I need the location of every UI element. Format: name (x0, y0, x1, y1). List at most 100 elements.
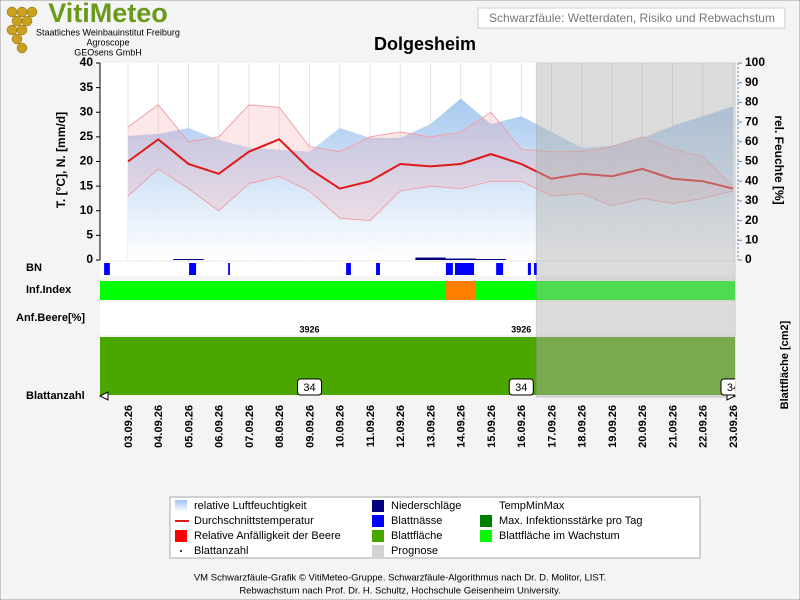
prognose-overlay (535, 62, 736, 398)
blattanzahl-box (508, 378, 534, 396)
blattanzahl-label: 34 (515, 382, 527, 394)
x-tick-label: 10.09.26 (335, 405, 347, 448)
bn-block (346, 263, 351, 275)
y2-tick-label: 0 (745, 252, 752, 266)
inf-index-cell (143, 281, 174, 300)
inf-index-cell (475, 281, 507, 300)
legend-swatch (372, 515, 384, 527)
y-tick-label: 0 (86, 252, 93, 266)
inf-index-cell (264, 281, 295, 300)
inf-index-cell (100, 281, 114, 300)
legend-label: relative Luftfeuchtigkeit (194, 500, 307, 512)
legend-label: Blattfläche (391, 530, 442, 542)
legend-swatch (480, 530, 492, 542)
inf-index-cell (203, 281, 235, 300)
bn-row (100, 262, 735, 276)
x-tick-label: 20.09.26 (637, 405, 649, 448)
y2-tick-label: 60 (745, 134, 759, 148)
anf-beere-label: 3926 (511, 324, 531, 334)
blattanzahl-box (720, 378, 735, 396)
blattflaeche-area (100, 337, 735, 395)
legend (169, 496, 701, 559)
x-tick-label: 21.09.26 (667, 405, 679, 448)
legend-swatch (372, 500, 384, 512)
x-tick-label: 12.09.26 (395, 405, 407, 448)
x-tick-label: 19.09.26 (607, 405, 619, 448)
y2-tick-label: 40 (745, 173, 759, 187)
y-tick-label: 35 (80, 80, 94, 94)
inf-index-cell (596, 281, 628, 300)
y-tick-label: 10 (80, 203, 94, 217)
bn-block (455, 263, 475, 275)
bn-block (527, 263, 531, 275)
chart-title: Dolgesheim (374, 34, 476, 54)
blattanzahl-group: 34 34 34 (297, 378, 739, 396)
inf-index-cell (415, 281, 447, 300)
tab-box (477, 7, 786, 29)
legend-swatch (372, 530, 384, 542)
y-tick-label: 30 (80, 104, 94, 118)
inf-index-cell (687, 281, 719, 300)
temp-max-line (127, 104, 734, 187)
bn-block (376, 263, 380, 275)
y2-tick-label: 30 (745, 193, 759, 207)
precip-bar (445, 258, 476, 260)
inf-index-cell (294, 281, 326, 300)
y-axis-title: T. [°C], N. [mm/d] (54, 112, 68, 208)
inf-index-cell (233, 281, 265, 300)
bn-block (189, 263, 197, 275)
org-line: GEOsens GmbH (74, 47, 142, 57)
x-tick-label: 06.09.26 (214, 405, 226, 448)
anf-beere-label: 3926 (299, 324, 319, 334)
y2-tick-label: 70 (745, 114, 759, 128)
blattanzahl-label: 34 (727, 382, 739, 394)
temp-min-line (127, 168, 734, 222)
y2-tick-label: 20 (745, 213, 759, 227)
temp-line (127, 138, 734, 190)
plot: 3926 3926 (100, 63, 735, 395)
arrow-left (98, 391, 109, 401)
bn-block (104, 263, 110, 275)
x-tick-label: 14.09.26 (456, 405, 468, 448)
x-tick-label: 05.09.26 (183, 405, 195, 448)
inf-index-cell (506, 281, 537, 300)
y2-tick-label: 90 (745, 75, 759, 89)
legend-label: Durchschnittstemperatur (194, 515, 314, 527)
bn-block (496, 263, 504, 275)
legend-label: Max. Infektionsstärke pro Tag (499, 515, 642, 527)
x-tick-label: 07.09.26 (244, 405, 256, 448)
x-tick-label: 15.09.26 (486, 405, 498, 448)
y-tick-label: 5 (86, 228, 93, 242)
logo: VitiMeteo (48, 0, 168, 28)
x-tick-label: 13.09.26 (425, 405, 437, 448)
x-tick-label: 04.09.26 (153, 405, 165, 448)
bn-block (228, 263, 230, 275)
row-label: Blattanzahl (26, 390, 85, 402)
inf-index-cell (385, 281, 416, 300)
inf-index-cell (445, 281, 477, 300)
inf-index-cell (112, 281, 144, 300)
org-line: Staatliches Weinbauinstitut Freiburg (36, 27, 180, 37)
y2-tick-label: 10 (745, 232, 759, 246)
legend-label: Blattnässe (391, 515, 442, 527)
legend-items: relative Luftfeuchtigkeit Durchschnittste… (175, 500, 642, 557)
legend-swatch (180, 550, 182, 552)
inf-index-cell (627, 281, 658, 300)
legend-label: Niederschläge (391, 500, 461, 512)
row-label: BN (26, 262, 42, 274)
legend-label: Relative Anfälligkeit der Beere (194, 530, 341, 542)
blattanzahl-label: 34 (303, 382, 315, 394)
x-tick-label: 11.09.26 (365, 405, 377, 447)
inf-index-cell (566, 281, 598, 300)
row-label: Inf.Index (26, 284, 72, 296)
x-tick-label: 08.09.26 (274, 405, 286, 448)
y2-axis-title: rel. Feuchte [%] (772, 115, 786, 204)
x-tick-label: 18.09.26 (577, 405, 589, 448)
tab-title: Schwarzfäule: Wetterdaten, Risiko und Re… (489, 11, 775, 25)
legend-label: Blattfläche im Wachstum (499, 530, 620, 542)
footer: VM Schwarzfäule-Grafik © VitiMeteo-Grupp… (194, 573, 606, 584)
legend-label: Blattanzahl (194, 545, 248, 557)
inf-index-cell (657, 281, 689, 300)
